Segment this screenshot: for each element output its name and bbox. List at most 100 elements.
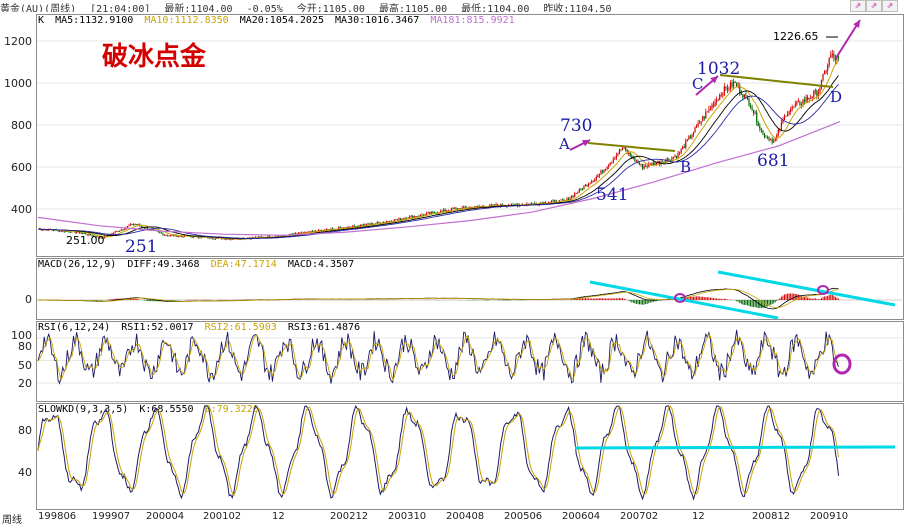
candle-body [794, 104, 796, 107]
price-header: K MA5:1132.9100 MA10:1112.8350 MA20:1054… [38, 15, 520, 26]
x-tick: 12 [692, 511, 705, 522]
candle-body [569, 198, 571, 201]
candle-body [702, 116, 704, 122]
candle-body [143, 227, 146, 229]
candle-body [791, 106, 793, 110]
candle-body [774, 138, 776, 141]
candle-body [751, 107, 753, 111]
candle-body [692, 132, 695, 136]
candle-body [729, 82, 732, 89]
candle-body [754, 112, 756, 114]
candle-body [618, 149, 621, 155]
candle-body [544, 202, 547, 204]
candle-body [640, 164, 642, 165]
x-tick: 200004 [146, 511, 185, 522]
candle-body [75, 232, 78, 233]
candle-body [694, 127, 696, 133]
close-icon[interactable]: ⇗ [882, 0, 898, 12]
candle-body [481, 205, 483, 207]
candle-body [512, 203, 514, 205]
candle-body [688, 136, 690, 140]
candle-body [301, 232, 303, 234]
candle-body [347, 227, 349, 229]
label-541: 541 [596, 185, 629, 205]
candle-body [444, 209, 446, 212]
candle-body [720, 94, 722, 96]
x-tick: 199907 [92, 511, 131, 522]
candle-body [685, 140, 687, 148]
candle-body [443, 209, 445, 211]
candle-body [177, 236, 179, 238]
candle-body [604, 169, 607, 170]
label-C: C [692, 75, 704, 93]
candle-body [197, 237, 199, 239]
candle-body [299, 232, 301, 234]
candle-body [530, 203, 533, 205]
kd-header-d: D:79.3220 [204, 404, 259, 415]
candle-body [734, 81, 736, 83]
candle-body [732, 81, 735, 87]
price-ytick: 1000 [4, 77, 32, 90]
candle-body [615, 155, 617, 159]
quote-topbar: 黄金(AU)(周线) [21:04:00] 最新:1104.00 -0.05% … [0, 0, 917, 12]
candle-body [638, 163, 641, 165]
candle-body [807, 97, 809, 100]
candle-body [83, 233, 85, 234]
restore-icon[interactable]: ⇗ [850, 0, 866, 12]
candle-body [783, 115, 786, 120]
candle-body [173, 235, 175, 237]
macd-channel-upper [717, 270, 896, 307]
quote-open: 今开:1105.00 [296, 4, 365, 12]
candle-body [60, 230, 62, 232]
candle-body [384, 222, 386, 223]
candle-body [674, 155, 676, 158]
candle-body [170, 235, 172, 236]
candle-body [719, 94, 721, 100]
candle-body [793, 106, 795, 108]
candle-body [159, 231, 161, 233]
price-ytick: 600 [11, 161, 32, 174]
candle-body [810, 98, 812, 99]
maximize-icon[interactable]: ⇗ [866, 0, 882, 12]
candle-body [567, 198, 570, 201]
quote-low: 最低:1104.00 [461, 4, 530, 12]
candle-body [583, 186, 585, 190]
price-panel[interactable] [36, 14, 904, 257]
candle-body [305, 231, 307, 233]
candle-body [753, 110, 755, 114]
macd-panel[interactable] [36, 258, 904, 320]
candle-body [352, 225, 354, 228]
candle-body [819, 88, 821, 93]
quote-change: -0.05% [246, 4, 283, 12]
candle-body [820, 79, 823, 89]
candle-body [749, 105, 752, 108]
candle-body [193, 236, 195, 238]
x-period-label: 周线 [2, 515, 22, 526]
candle-body [307, 231, 309, 233]
candle-body [151, 229, 153, 230]
candle-body [456, 208, 459, 210]
kd-k-line [37, 404, 839, 501]
kd-support-line [574, 445, 896, 450]
candle-body [560, 199, 562, 201]
candle-body [725, 86, 727, 89]
arrow-d [835, 19, 861, 59]
price-header-k: K [38, 15, 45, 26]
rsi-ytick: 100 [11, 329, 32, 342]
candle-body [723, 86, 725, 95]
candle-body [341, 227, 343, 229]
candle-body [675, 155, 678, 158]
candle-body [831, 54, 833, 56]
candle-body [603, 169, 605, 173]
candle-body [680, 149, 682, 153]
rsi-header-name: RSI(6,12,24) [38, 322, 111, 333]
candle-body [355, 226, 357, 228]
candle-body [588, 184, 590, 187]
candle-body [497, 204, 499, 206]
x-tick: 199806 [38, 511, 77, 522]
candle-body [348, 227, 351, 228]
ma10-line [38, 60, 839, 240]
candle-body [427, 212, 429, 214]
candle-body [726, 88, 729, 90]
candle-body [799, 101, 801, 105]
